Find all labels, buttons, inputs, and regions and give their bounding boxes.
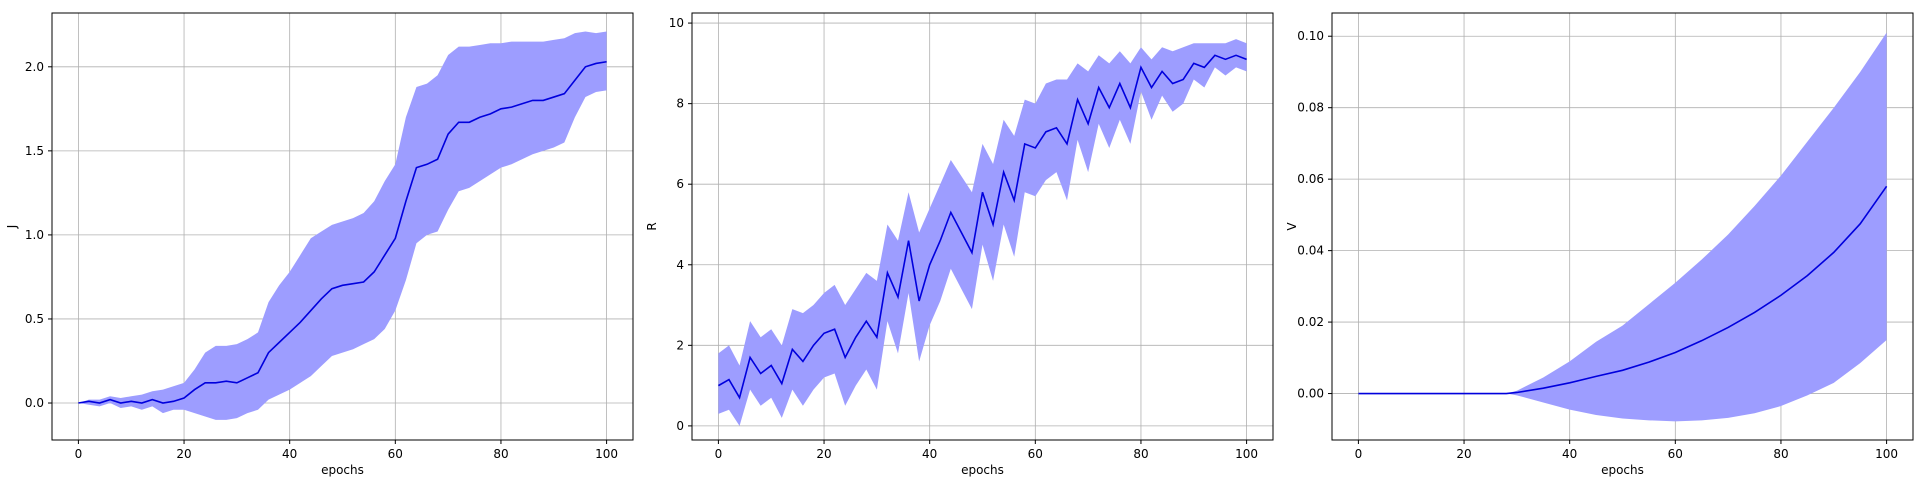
x-tick-label: 0 <box>75 447 83 461</box>
subplot-r: 0 20 40 60 80 100 0 2 4 6 8 10 epochs R <box>645 12 1274 477</box>
axes-frame <box>51 12 634 441</box>
x-axis-label: epochs <box>961 463 1004 477</box>
x-tick-label: 80 <box>493 447 508 461</box>
x-tick-label: 60 <box>1028 447 1043 461</box>
subplot-j: 0 20 40 60 80 100 0.0 0.5 1.0 1.5 2.0 epochs J <box>5 12 634 477</box>
y-tick-label: 0.5 <box>25 312 44 326</box>
y-tick-label: 0.0 <box>25 396 44 410</box>
x-tick-label: 20 <box>816 447 831 461</box>
x-tick-label: 80 <box>1133 447 1148 461</box>
x-tick-label: 40 <box>922 447 937 461</box>
x-tick-label: 100 <box>595 447 618 461</box>
mean-line-r <box>718 54 1247 400</box>
y-axis-label: J <box>5 225 19 230</box>
x-tick-label: 0 <box>715 447 723 461</box>
y-tick-label: 6 <box>676 177 684 191</box>
x-tick-label: 60 <box>388 447 403 461</box>
x-tick-label: 100 <box>1875 447 1898 461</box>
y-tick-label: 0.04 <box>1297 244 1324 258</box>
y-tick-label: 0.10 <box>1297 29 1324 43</box>
confidence-band-r <box>718 39 1247 426</box>
confidence-band-j <box>78 31 607 420</box>
y-tick-label: 0.02 <box>1297 315 1324 329</box>
x-tick-label: 80 <box>1773 447 1788 461</box>
x-tick-label: 20 <box>1456 447 1471 461</box>
y-tick-label: 2.0 <box>25 60 44 74</box>
y-tick-label: 8 <box>676 97 684 111</box>
mean-line-j <box>78 60 607 404</box>
axes-frame <box>691 12 1274 441</box>
y-tick-label: 0.06 <box>1297 172 1324 186</box>
y-tick-label: 1.5 <box>25 144 44 158</box>
y-axis-label: R <box>645 222 659 230</box>
confidence-band-v <box>1358 32 1887 422</box>
x-tick-label: 0 <box>1355 447 1363 461</box>
mean-line-v <box>1358 185 1888 395</box>
y-tick-label: 4 <box>676 258 684 272</box>
x-tick-label: 100 <box>1235 447 1258 461</box>
x-axis-label: epochs <box>321 463 364 477</box>
y-axis-label: V <box>1285 222 1299 231</box>
y-tick-label: 0.00 <box>1297 387 1324 401</box>
y-tick-label: 0 <box>676 419 684 433</box>
x-tick-label: 40 <box>282 447 297 461</box>
x-tick-label: 20 <box>176 447 191 461</box>
y-tick-label: 0.08 <box>1297 101 1324 115</box>
axes-frame <box>1331 12 1914 441</box>
y-tick-label: 2 <box>676 338 684 352</box>
x-tick-label: 40 <box>1562 447 1577 461</box>
subplot-v: 0 20 40 60 80 100 0.00 0.02 0.04 0.06 0.08 0.10 epoc… <box>1285 12 1914 477</box>
y-tick-label: 1.0 <box>25 228 44 242</box>
x-tick-label: 60 <box>1668 447 1683 461</box>
x-axis-label: epochs <box>1601 463 1644 477</box>
y-tick-label: 10 <box>669 16 684 30</box>
